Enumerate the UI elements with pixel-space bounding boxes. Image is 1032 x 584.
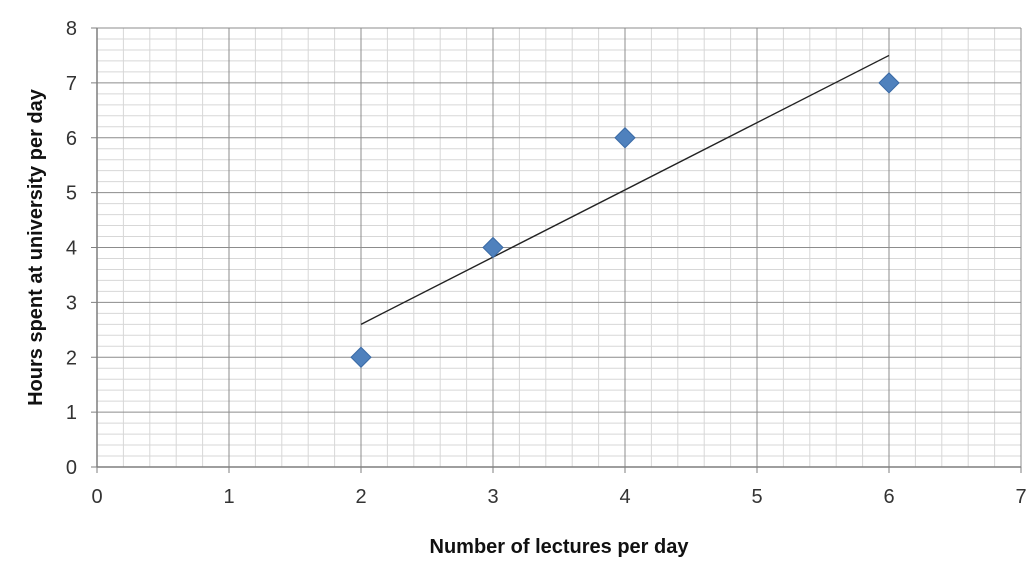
- data-point-diamond: [350, 346, 372, 368]
- trendline: [360, 54, 890, 325]
- x-tick-label: 3: [487, 486, 498, 508]
- y-tick-label: 3: [66, 292, 77, 314]
- x-tick-label: 6: [883, 486, 894, 508]
- x-tick-label: 0: [91, 486, 102, 508]
- major-gridlines: [97, 27, 1022, 467]
- y-tick-label: 7: [66, 73, 77, 95]
- y-tick-label: 6: [66, 128, 77, 150]
- y-tick-label: 0: [66, 457, 77, 479]
- data-point-diamond: [482, 236, 504, 259]
- x-tick-labels: 0 1 2 3 4 5 6 7: [91, 486, 1026, 508]
- data-point-diamond: [614, 127, 636, 149]
- y-tick-label: 5: [66, 183, 77, 205]
- x-tick-label: 4: [619, 486, 630, 508]
- data-point-diamond: [878, 72, 900, 94]
- x-tick-label: 2: [355, 486, 366, 508]
- y-axis-title: Hours spent at university per day: [25, 88, 47, 406]
- x-axis-title: Number of lectures per day: [430, 536, 690, 558]
- y-tick-label: 1: [66, 402, 77, 424]
- axes: [91, 27, 1022, 473]
- trendline-group: [360, 54, 890, 325]
- x-tick-label: 5: [751, 486, 762, 508]
- data-points: [350, 72, 900, 368]
- y-tick-label: 2: [66, 347, 77, 369]
- x-tick-label: 1: [223, 486, 234, 508]
- y-tick-labels: 0 1 2 3 4 5 6 7 8: [66, 18, 77, 479]
- y-tick-label: 4: [66, 238, 77, 260]
- y-tick-label: 8: [66, 18, 77, 40]
- x-tick-label: 7: [1015, 486, 1026, 508]
